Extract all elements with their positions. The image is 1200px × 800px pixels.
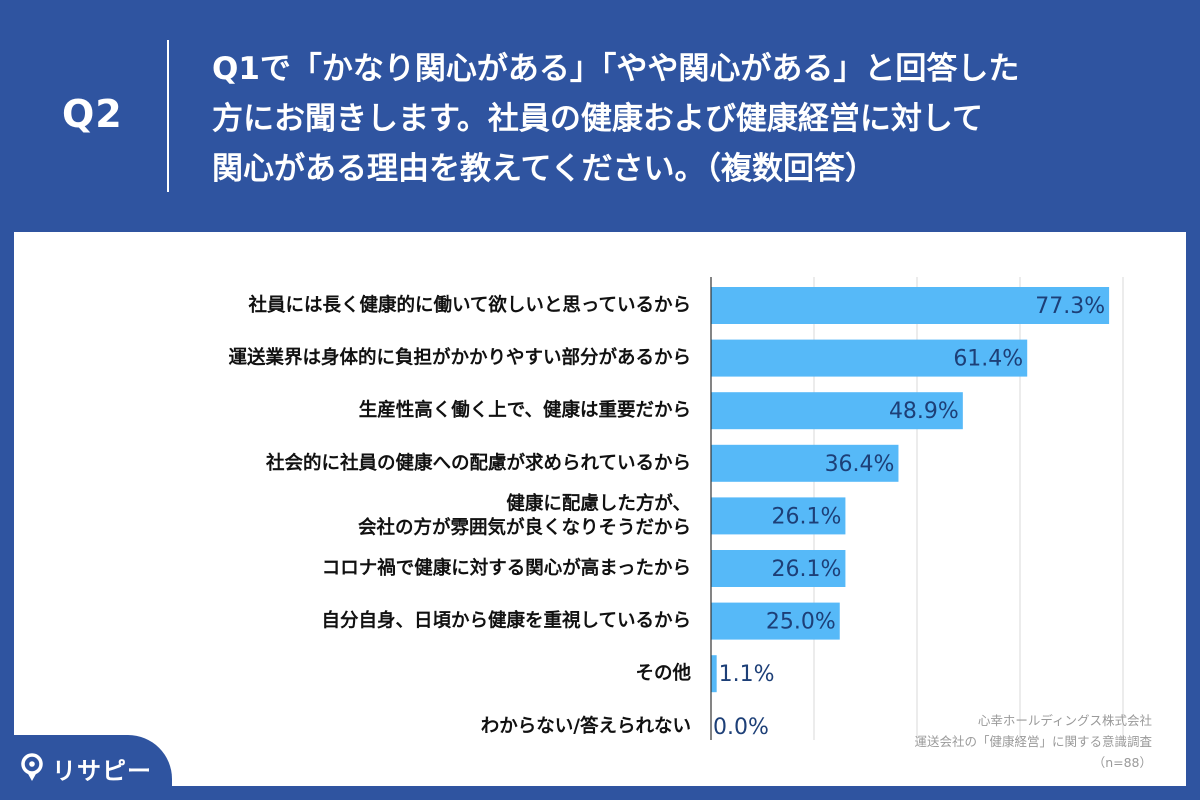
source-note: 心幸ホールディングス株式会社 運送会社の「健康経営」に関する意識調査 （n=88…: [914, 710, 1152, 773]
bar: [711, 550, 846, 587]
header: Q2 Q1で「かなり関心がある」「やや関心がある」と回答した 方にお聞きします。…: [0, 0, 1200, 232]
data-label: 36.4%: [825, 452, 895, 477]
bar: [711, 444, 899, 482]
category-label: その他: [635, 662, 691, 684]
category-label: 社員には長く健康的に働いて欲しいと思っているから: [247, 294, 691, 316]
category-label: 健康に配慮した方が、: [506, 492, 691, 514]
bar-chart: 77.3% 社員には長く健康的に働いて欲しいと思っているから 61.4% 運送業界は身…: [228, 277, 1124, 740]
data-label: 1.1%: [719, 662, 775, 687]
bar: [711, 287, 1110, 324]
category-label: コロナ禍で健康に対する関心が高まったから: [322, 557, 691, 579]
data-label: 25.0%: [766, 610, 836, 635]
source-company: 心幸ホールディングス株式会社: [977, 713, 1152, 728]
category-label: 運送業界は身体的に負担がかかりやすい部分があるから: [228, 347, 691, 369]
category-label: 自分自身、日頃から健康を重視しているから: [322, 610, 691, 632]
question-text: Q1で「かなり関心がある」「やや関心がある」と回答した 方にお聞きします。社員の…: [212, 44, 1172, 194]
source-sample-size: （n=88）: [1092, 755, 1152, 770]
bar: [711, 392, 963, 430]
category-label: 生産性高く働く上で、健康は重要だから: [359, 399, 691, 421]
source-survey-title: 運送会社の「健康経営」に関する意識調査: [914, 734, 1152, 749]
data-label: 48.9%: [889, 399, 959, 424]
bar: [711, 339, 1028, 377]
data-label: 77.3%: [1035, 294, 1105, 319]
category-label: 会社の方が雰囲気が良くなりそうだから: [358, 516, 691, 538]
question-number: Q2: [62, 92, 123, 136]
header-divider: [167, 40, 169, 192]
bar: [711, 497, 846, 535]
location-pin-icon: [21, 753, 43, 781]
bar: [711, 655, 717, 693]
data-label: 0.0%: [713, 715, 769, 740]
question-line-2: 方にお聞きします。社員の健康および健康経営に対して: [212, 101, 983, 137]
data-label: 26.1%: [772, 557, 842, 582]
category-label: 社会的に社員の健康への配慮が求められているから: [265, 452, 691, 474]
data-label: 61.4%: [953, 347, 1023, 372]
logo-text: リサピー: [52, 757, 152, 785]
data-label: 26.1%: [772, 504, 842, 529]
bar: [711, 602, 840, 640]
category-label: わからない/答えられない: [481, 715, 691, 737]
question-line-3: 関心がある理由を教えてください。（複数回答）: [212, 151, 877, 187]
chart-panel: 77.3% 社員には長く健康的に働いて欲しいと思っているから 61.4% 運送業界は身…: [14, 232, 1186, 786]
logo-badge: リサピー: [0, 735, 172, 800]
question-line-1: Q1で「かなり関心がある」「やや関心がある」と回答した: [212, 51, 1020, 87]
